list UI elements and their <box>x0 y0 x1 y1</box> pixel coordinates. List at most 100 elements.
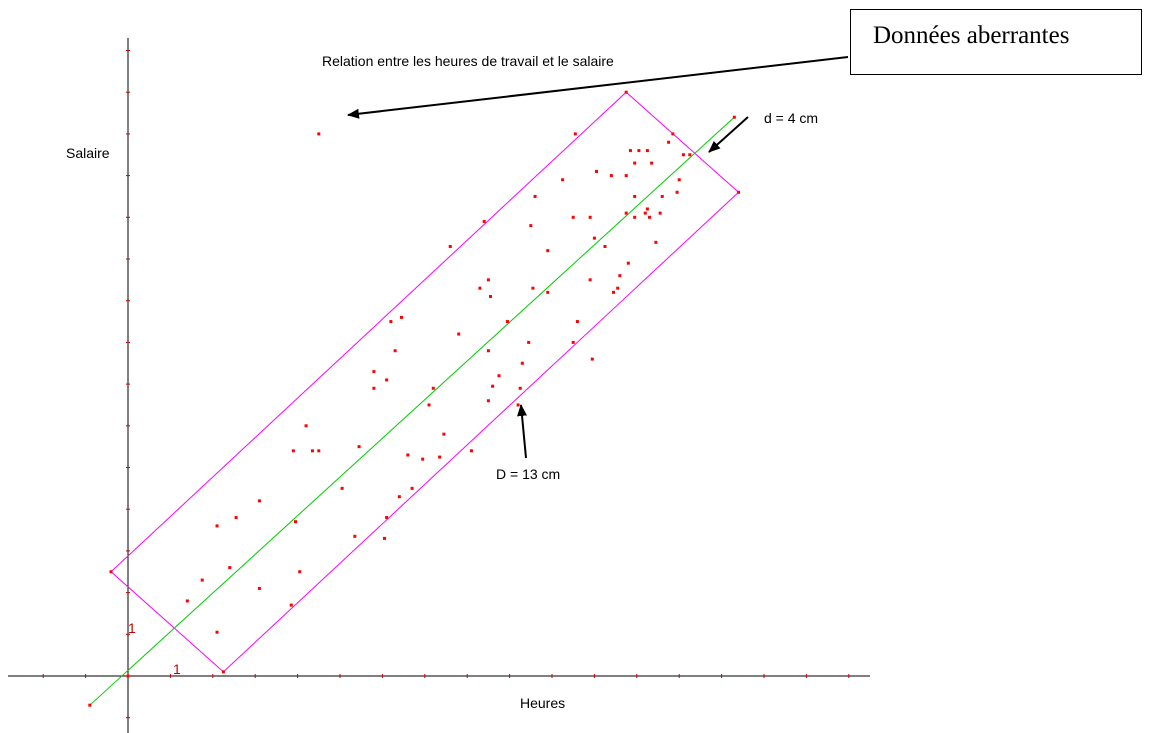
data-point <box>611 290 615 294</box>
annotation-arrows <box>347 56 849 459</box>
data-point <box>609 174 613 178</box>
axes <box>8 38 870 733</box>
outlier-point <box>317 132 321 136</box>
data-point <box>421 457 425 461</box>
data-point <box>289 603 293 607</box>
data-point <box>482 219 486 223</box>
data-point <box>215 630 219 634</box>
data-point <box>393 349 397 353</box>
width-arrow <box>708 116 749 153</box>
data-point <box>546 249 550 253</box>
data-point <box>546 290 550 294</box>
width-annotation: d = 4 cm <box>764 110 819 126</box>
data-point <box>529 224 533 228</box>
data-point <box>397 495 401 499</box>
x-axis-label: Heures <box>520 695 566 711</box>
data-point <box>633 194 637 198</box>
data-point <box>533 194 537 198</box>
data-point <box>491 384 495 388</box>
data-point <box>637 149 641 153</box>
data-point <box>681 153 685 157</box>
data-point <box>489 295 493 299</box>
data-point <box>200 578 204 582</box>
data-point <box>486 399 490 403</box>
data-point <box>571 340 575 344</box>
data-point <box>618 274 622 278</box>
outlier-callout-box: Données aberrantes <box>850 9 1142 75</box>
data-point <box>317 449 321 453</box>
length-arrow <box>517 404 528 459</box>
data-point <box>561 178 565 182</box>
data-point <box>588 215 592 219</box>
chart-title: Relation entre les heures de travail et … <box>322 53 614 69</box>
data-point <box>372 386 376 390</box>
data-point <box>431 386 435 390</box>
data-point <box>385 378 389 382</box>
data-point <box>291 449 295 453</box>
data-point <box>383 536 387 540</box>
data-point <box>442 432 446 436</box>
data-point <box>516 403 520 407</box>
data-point <box>650 161 654 165</box>
rectangle-corner-point <box>624 90 628 94</box>
data-point <box>298 570 302 574</box>
data-point <box>486 349 490 353</box>
data-point <box>304 424 308 428</box>
data-point <box>527 340 531 344</box>
data-point <box>385 516 389 520</box>
data-point <box>626 261 630 265</box>
data-point <box>257 586 261 590</box>
y-unit-label: 1 <box>128 620 136 636</box>
data-point <box>505 320 509 324</box>
data-point <box>571 215 575 219</box>
data-point <box>518 386 522 390</box>
data-point <box>573 132 577 136</box>
outlier-arrow <box>347 56 849 119</box>
data-point <box>667 140 671 144</box>
data-point <box>592 236 596 240</box>
data-point <box>645 149 649 153</box>
data-point <box>486 278 490 282</box>
data-point <box>675 190 679 194</box>
line-endpoint <box>88 703 92 707</box>
data-point <box>531 286 535 290</box>
data-points <box>88 90 741 707</box>
y-axis-label: Salaire <box>66 145 110 161</box>
data-point <box>595 169 599 173</box>
data-point <box>688 153 692 157</box>
band-rectangle <box>110 91 740 673</box>
data-point <box>438 455 442 459</box>
rectangle-corner-point <box>221 670 225 674</box>
data-point <box>357 445 361 449</box>
data-point <box>427 403 431 407</box>
data-point <box>353 534 357 538</box>
data-point <box>616 286 620 290</box>
line-endpoint <box>732 115 736 119</box>
data-point <box>410 486 414 490</box>
data-point <box>257 499 261 503</box>
data-point <box>677 178 681 182</box>
x-unit-label: 1 <box>173 661 181 677</box>
data-point <box>643 211 647 215</box>
data-point <box>624 211 628 215</box>
origin-point <box>126 674 130 678</box>
outlier-callout-text: Données aberrantes <box>873 22 1070 49</box>
data-point <box>340 486 344 490</box>
data-point <box>645 207 649 211</box>
data-point <box>215 524 219 528</box>
rectangle-corner-point <box>109 570 113 574</box>
data-point <box>478 286 482 290</box>
data-point <box>575 320 579 324</box>
data-point <box>497 374 501 378</box>
data-point <box>293 520 297 524</box>
data-point <box>660 194 664 198</box>
data-point <box>628 149 632 153</box>
data-point <box>389 320 393 324</box>
regression-line <box>89 116 735 706</box>
data-point <box>457 332 461 336</box>
rectangle-corner-point <box>737 190 741 194</box>
data-point <box>406 453 410 457</box>
data-point <box>648 215 652 219</box>
data-point <box>590 357 594 361</box>
